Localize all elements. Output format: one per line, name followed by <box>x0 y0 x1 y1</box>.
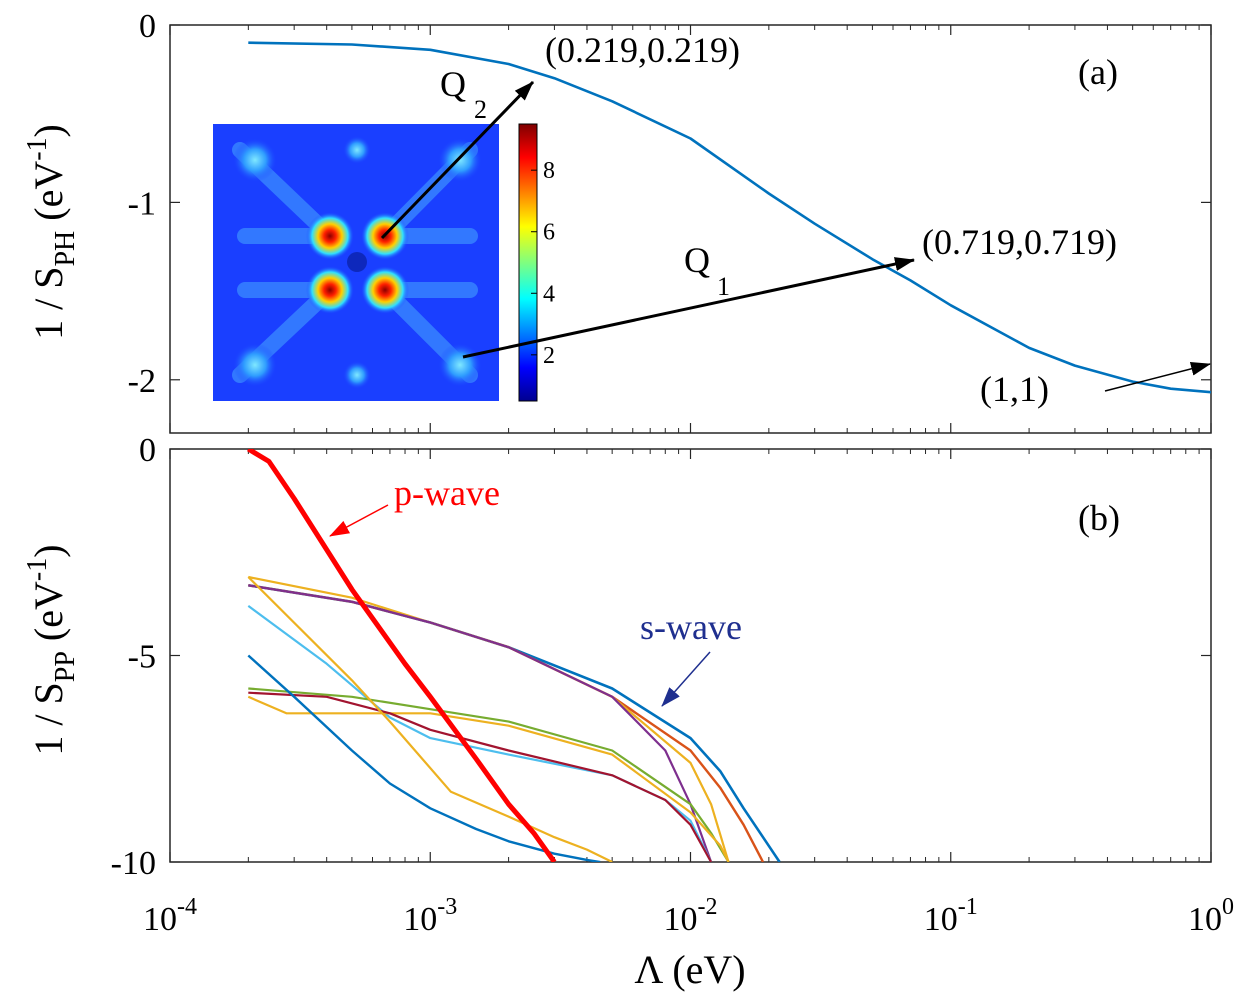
colorbar-tick-label: 6 <box>543 220 555 246</box>
panel-a-series <box>248 41 1211 394</box>
y-tick-label: -1 <box>128 185 156 222</box>
label-q1: Q 1 <box>684 240 730 301</box>
x-tick-base: 10 <box>143 901 177 938</box>
x-tick-label: 10-4 <box>143 894 197 938</box>
q1-main: Q <box>684 240 710 280</box>
x-tick-exp: -4 <box>177 894 197 920</box>
colorbar-tick-label: 8 <box>543 158 555 184</box>
label-p-wave: p-wave <box>394 473 500 513</box>
panel-b-ylabel-main: 1 / S <box>26 682 71 755</box>
panel-b-ylabel: 1 / SPP (eV-1) <box>22 544 81 755</box>
label-0219: (0.219,0.219) <box>545 30 740 70</box>
arrow-1-1 <box>1104 361 1211 392</box>
x-tick-label: 10-3 <box>403 894 457 938</box>
panel-b-series <box>247 449 781 862</box>
label-1-1: (1,1) <box>980 369 1049 409</box>
series-line-10 <box>247 654 601 862</box>
x-tick-base: 10 <box>403 901 437 938</box>
panel-a-ylabel-exp: -1 <box>22 137 53 160</box>
x-tick-base: 10 <box>924 901 958 938</box>
series-line-9 <box>247 576 613 862</box>
panel-a-ticks: 0 -1 -2 <box>128 8 1212 433</box>
panel-a: 0 -1 -2 <box>22 8 1212 434</box>
x-tick-base: 10 <box>1188 901 1222 938</box>
arrow-q2 <box>380 80 535 240</box>
panel-b-ylabel-unit: (eV <box>26 581 71 641</box>
series-line-1 <box>248 41 1211 394</box>
series-line-8 <box>248 691 713 862</box>
x-tick-base: 10 <box>664 901 698 938</box>
x-tick-label: 100 <box>1188 894 1234 938</box>
heatmap-corner-glows <box>233 136 482 389</box>
y-tick-label: 0 <box>139 432 156 469</box>
colorbar-gradient <box>518 123 538 402</box>
y-tick-label: -5 <box>128 639 156 676</box>
x-axis-label: Λ (eV) <box>634 947 745 992</box>
y-tick-label: 0 <box>139 8 156 45</box>
series-line-7 <box>247 695 730 862</box>
x-tick-exp: -1 <box>958 894 978 920</box>
q2-main: Q <box>440 64 466 104</box>
panel-b-ylabel-exp: -1 <box>22 558 53 581</box>
colorbar-ticks: 2 4 6 8 <box>531 158 555 369</box>
y-tick-label: -2 <box>128 363 156 400</box>
label-s-wave: s-wave <box>640 607 742 647</box>
x-tick-exp: 0 <box>1222 894 1234 920</box>
arrow-s-wave <box>661 651 711 707</box>
panel-a-ylabel-space <box>26 221 71 231</box>
panel-a-ylabel-unit: (eV <box>26 161 71 221</box>
arrow-q1 <box>462 257 915 359</box>
colorbar-tick-label: 2 <box>543 343 555 369</box>
heatmap-center-dip <box>347 252 367 272</box>
series-line-11 <box>247 449 557 862</box>
panel-a-ylabel-sub: PH <box>50 231 81 267</box>
colorbar-tick-label: 4 <box>543 281 555 307</box>
panel-b-ylabel-sub: PP <box>50 651 81 682</box>
panel-b-ylabel-close: ) <box>26 544 71 557</box>
colorbar: 2 4 6 8 <box>518 123 555 402</box>
inset-heatmap <box>213 124 499 401</box>
series-line-5 <box>247 605 713 862</box>
arrow-p-wave <box>329 504 389 537</box>
series-line-6 <box>248 687 730 862</box>
q1-sub: 1 <box>717 272 730 301</box>
label-0719: (0.719,0.719) <box>922 222 1117 262</box>
x-tick-label: 10-2 <box>664 894 718 938</box>
q2-sub: 2 <box>474 95 487 124</box>
panel-b-frame <box>169 448 1212 863</box>
x-tick-label: 10-1 <box>924 894 978 938</box>
x-tick-exp: -2 <box>698 894 718 920</box>
panel-a-ylabel-close: ) <box>26 124 71 137</box>
panel-a-ylabel: 1 / SPH (eV-1) <box>22 124 81 340</box>
panel-b-ylabel-space <box>26 641 71 651</box>
x-tick-exp: -3 <box>437 894 457 920</box>
label-q2: Q 2 <box>440 64 487 124</box>
y-tick-label: -10 <box>111 845 156 882</box>
panel-a-tag: (a) <box>1078 52 1118 92</box>
panel-b-tag: (b) <box>1078 498 1120 538</box>
panel-a-ylabel-main: 1 / S <box>26 267 71 340</box>
